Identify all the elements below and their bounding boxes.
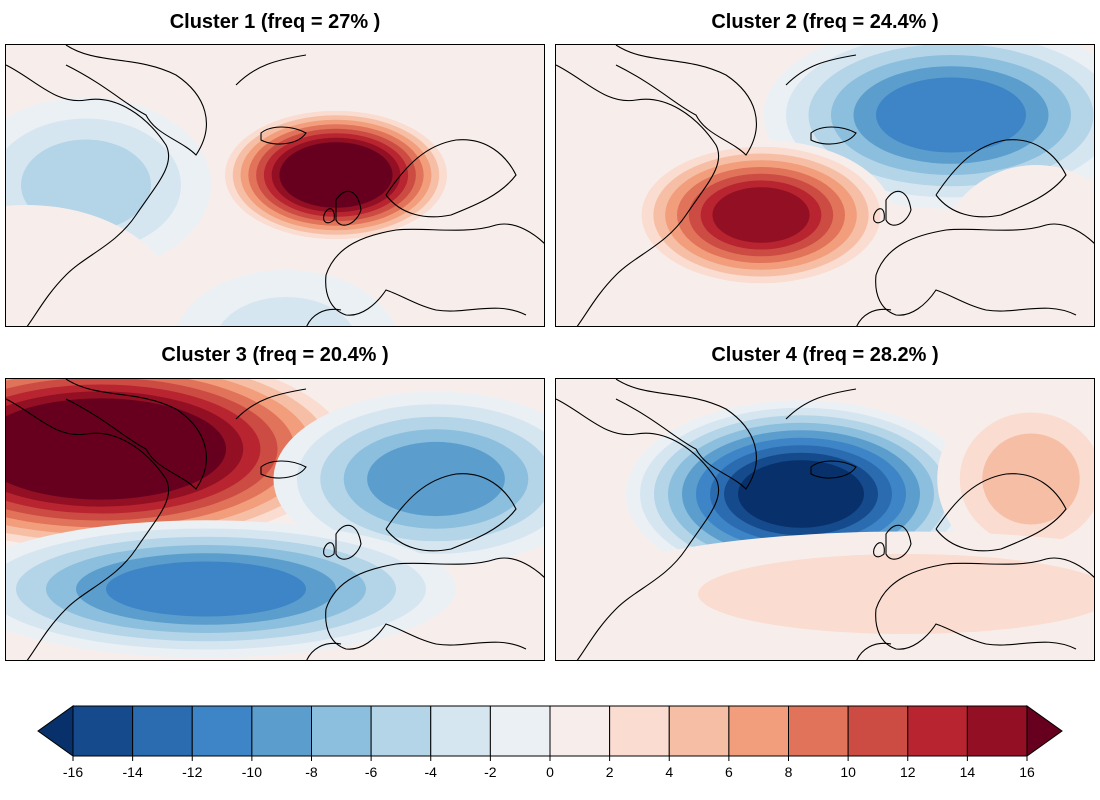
- colorbar-tick-label: 14: [960, 764, 976, 780]
- contour-band: [698, 554, 1094, 634]
- coastlines: [556, 45, 1094, 326]
- panel-title-cluster-1: Cluster 1 (freq = 27% ): [169, 11, 381, 33]
- contour-band: [712, 187, 810, 243]
- colorbar-tick-label: -8: [305, 764, 318, 780]
- coastline-path: [306, 642, 342, 660]
- colorbar-swatch: [788, 705, 849, 757]
- colorbar-swatch: [847, 705, 909, 757]
- colorbar-tick-label: 16: [1019, 764, 1035, 780]
- colorbar-swatch: [430, 705, 491, 757]
- coastline-path: [260, 460, 307, 479]
- coastline-path: [856, 308, 892, 326]
- colorbar-tick-label: -2: [484, 764, 497, 780]
- coastline-path: [325, 557, 544, 610]
- colorbar-tick-label: -16: [63, 764, 83, 780]
- colorbar-max-extension: [1026, 705, 1063, 757]
- panel-title-cluster-4: Cluster 4 (freq = 28.2% ): [711, 344, 939, 366]
- map-panel-cluster-2: [555, 44, 1095, 327]
- coastline-path: [935, 473, 1067, 552]
- colorbar-tick-label: 10: [840, 764, 856, 780]
- colorbar-swatch: [370, 705, 432, 757]
- field-map-2: [556, 45, 1094, 326]
- colorbar-tick-label: 12: [900, 764, 916, 780]
- colorbar-tick-label: 4: [665, 764, 673, 780]
- coastline-path: [335, 190, 362, 226]
- contour-band: [106, 561, 306, 617]
- coastline-path: [875, 223, 1094, 276]
- coastlines: [6, 45, 544, 326]
- field-map-3: [6, 379, 544, 660]
- coastline-path: [6, 64, 170, 326]
- colorbar-swatch: [251, 705, 312, 757]
- coastline-path: [615, 45, 757, 156]
- coastline-path: [385, 139, 517, 218]
- colorbar-swatch: [728, 705, 789, 757]
- coastline-path: [810, 460, 857, 479]
- map-panel-cluster-3: [5, 378, 545, 661]
- coastline-path: [856, 642, 892, 660]
- contour-band: [876, 77, 1026, 153]
- coastline-path: [306, 308, 342, 326]
- colorbar-swatch: [132, 705, 193, 757]
- colorbar-swatch: [668, 705, 730, 757]
- coastline-path: [65, 45, 207, 156]
- coastline-path: [885, 524, 912, 560]
- coastline-path: [323, 542, 335, 558]
- colorbar-tick-label: 0: [546, 764, 554, 780]
- coastline-path: [875, 557, 1094, 610]
- coastline-path: [810, 126, 857, 145]
- field-map-1: [6, 45, 544, 326]
- coastline-path: [235, 388, 307, 420]
- coastline-path: [235, 54, 307, 86]
- colorbar-swatch: [489, 705, 551, 757]
- coastline-path: [323, 208, 335, 224]
- coastline-path: [385, 473, 517, 552]
- coastlines: [556, 379, 1094, 660]
- colorbar-swatch: [72, 705, 134, 757]
- coastline-path: [785, 54, 857, 86]
- colorbar-tick-label: 8: [785, 764, 793, 780]
- map-panel-cluster-1: [5, 44, 545, 327]
- colorbar-tick-label: 6: [725, 764, 733, 780]
- coastline-path: [885, 190, 912, 226]
- coastline-path: [335, 524, 362, 560]
- coastlines: [6, 379, 544, 660]
- colorbar-tick-label: -10: [242, 764, 262, 780]
- colorbar-tick-label: -6: [365, 764, 378, 780]
- contour-band: [936, 165, 1094, 326]
- contour-band: [10, 412, 192, 486]
- field-map-4: [556, 379, 1094, 660]
- colorbar-min-extension: [37, 705, 74, 757]
- colorbar-tick-label: -12: [182, 764, 202, 780]
- colorbar-swatch: [311, 705, 372, 757]
- panel-title-cluster-3: Cluster 3 (freq = 20.4% ): [161, 344, 389, 366]
- coastline-path: [935, 139, 1067, 218]
- coastline-path: [556, 64, 720, 326]
- contour-band: [294, 151, 378, 199]
- coastline-path: [785, 388, 857, 420]
- coastline-path: [556, 398, 720, 660]
- colorbar-swatch: [191, 705, 253, 757]
- colorbar-tick-label: -14: [123, 764, 143, 780]
- colorbar-swatch: [549, 705, 611, 757]
- contour-band: [367, 441, 505, 517]
- coastline-path: [325, 223, 544, 276]
- colorbar-swatch: [907, 705, 968, 757]
- contour-band: [219, 297, 353, 326]
- coastline-path: [615, 379, 757, 490]
- coastline-path: [6, 398, 170, 660]
- colorbar-swatch: [966, 705, 1028, 757]
- colorbar-swatch: [609, 705, 670, 757]
- colorbar-tick-label: 2: [606, 764, 614, 780]
- map-panel-cluster-4: [555, 378, 1095, 661]
- colorbar: -16 -14 -12 -10 -8 -6 -4 -2 0 2 4 6 8 10 12 14 16: [37, 705, 1063, 780]
- coastline-path: [260, 126, 307, 145]
- panel-title-cluster-2: Cluster 2 (freq = 24.4% ): [711, 11, 939, 33]
- coastline-path: [873, 208, 885, 224]
- colorbar-tick-label: -4: [425, 764, 438, 780]
- contour-band: [982, 433, 1080, 525]
- contour-band: [738, 460, 864, 528]
- coastline-path: [873, 542, 885, 558]
- coastline-path: [65, 379, 207, 490]
